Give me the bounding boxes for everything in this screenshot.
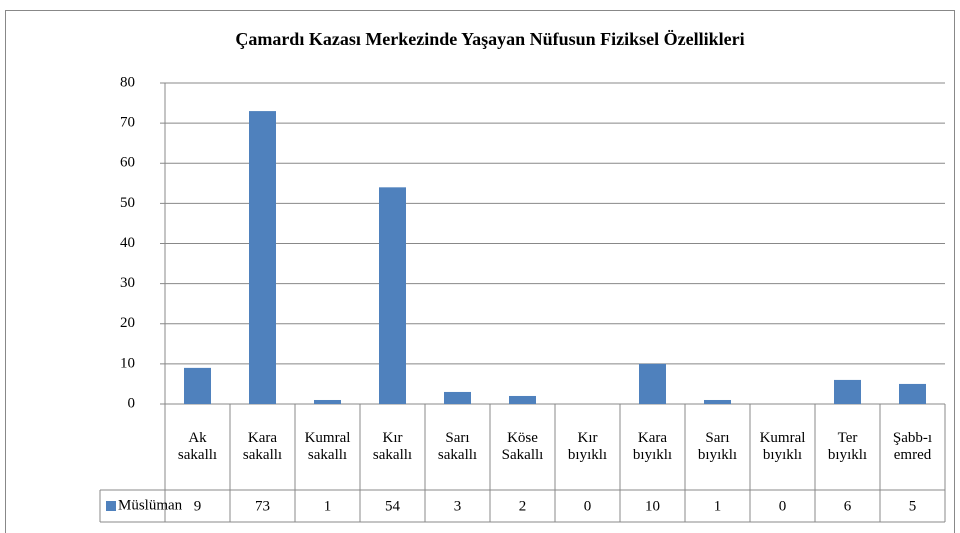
category-cell: Köse Sakallı [501,430,544,463]
bar [704,399,731,404]
x-tick-label: Kara sakallı [242,430,283,463]
bar [899,383,926,404]
y-tick-label: 10 [120,355,135,371]
x-tick-label: Köse Sakallı [501,430,544,463]
category-cell: Kır sakallı [372,430,413,463]
x-tick-label: Sarı bıyıklı [697,430,738,463]
table-value: 9 [194,498,202,514]
table-value: 0 [779,498,787,514]
category-cell: Kumral sakallı [304,430,351,463]
table-value: 0 [584,498,592,514]
y-tick-label: 40 [120,235,135,251]
table-value: 73 [255,498,270,514]
category-cell: Ter bıyıklı [827,430,868,463]
category-cell: Sarı sakallı [437,430,478,463]
table-value: 5 [909,498,917,514]
table-value: 6 [844,498,852,514]
bar [639,363,666,404]
category-cell: Kır bıyıklı [567,430,608,463]
y-tick-label: 0 [128,395,136,411]
category-cell: Kara bıyıklı [632,430,673,463]
chart-title: Çamardı Kazası Merkezinde Yaşayan Nüfusu… [235,29,744,49]
bar [184,367,211,404]
x-tick-label: Ak sakallı [177,430,218,463]
x-tick-label: Kır sakallı [372,430,413,463]
legend-swatch [106,501,116,511]
x-tick-label: Kara bıyıklı [632,430,673,463]
bar [444,391,471,404]
table-value: 3 [454,498,462,514]
bar [379,187,406,404]
legend-label: Müslüman [118,497,183,513]
table-value: 1 [324,498,332,514]
x-tick-label: Ter bıyıklı [827,430,868,463]
table-value: 1 [714,498,722,514]
y-tick-label: 50 [120,195,135,211]
category-cell: Kara sakallı [242,430,283,463]
category-cell: Şabb-ı emred [892,430,933,463]
bar [834,379,861,404]
table-value: 10 [645,498,660,514]
category-cell: Sarı bıyıklı [697,430,738,463]
category-cell: Kumral bıyıklı [759,430,806,463]
y-tick-label: 60 [120,155,135,171]
category-cell: Ak sakallı [177,430,218,463]
chart-border [5,10,955,533]
y-tick-label: 30 [120,275,135,291]
y-tick-label: 80 [120,74,135,90]
bar [249,111,276,405]
x-tick-label: Şabb-ı emred [892,430,933,463]
bar [509,395,536,404]
x-tick-label: Kır bıyıklı [567,430,608,463]
x-tick-label: Kumral bıyıklı [759,430,806,463]
table-value: 2 [519,498,527,514]
x-tick-label: Kumral sakallı [304,430,351,463]
x-tick-label: Sarı sakallı [437,430,478,463]
bar [314,399,341,404]
table-value: 54 [385,498,401,514]
y-tick-label: 70 [120,115,135,131]
y-tick-label: 20 [120,315,135,331]
